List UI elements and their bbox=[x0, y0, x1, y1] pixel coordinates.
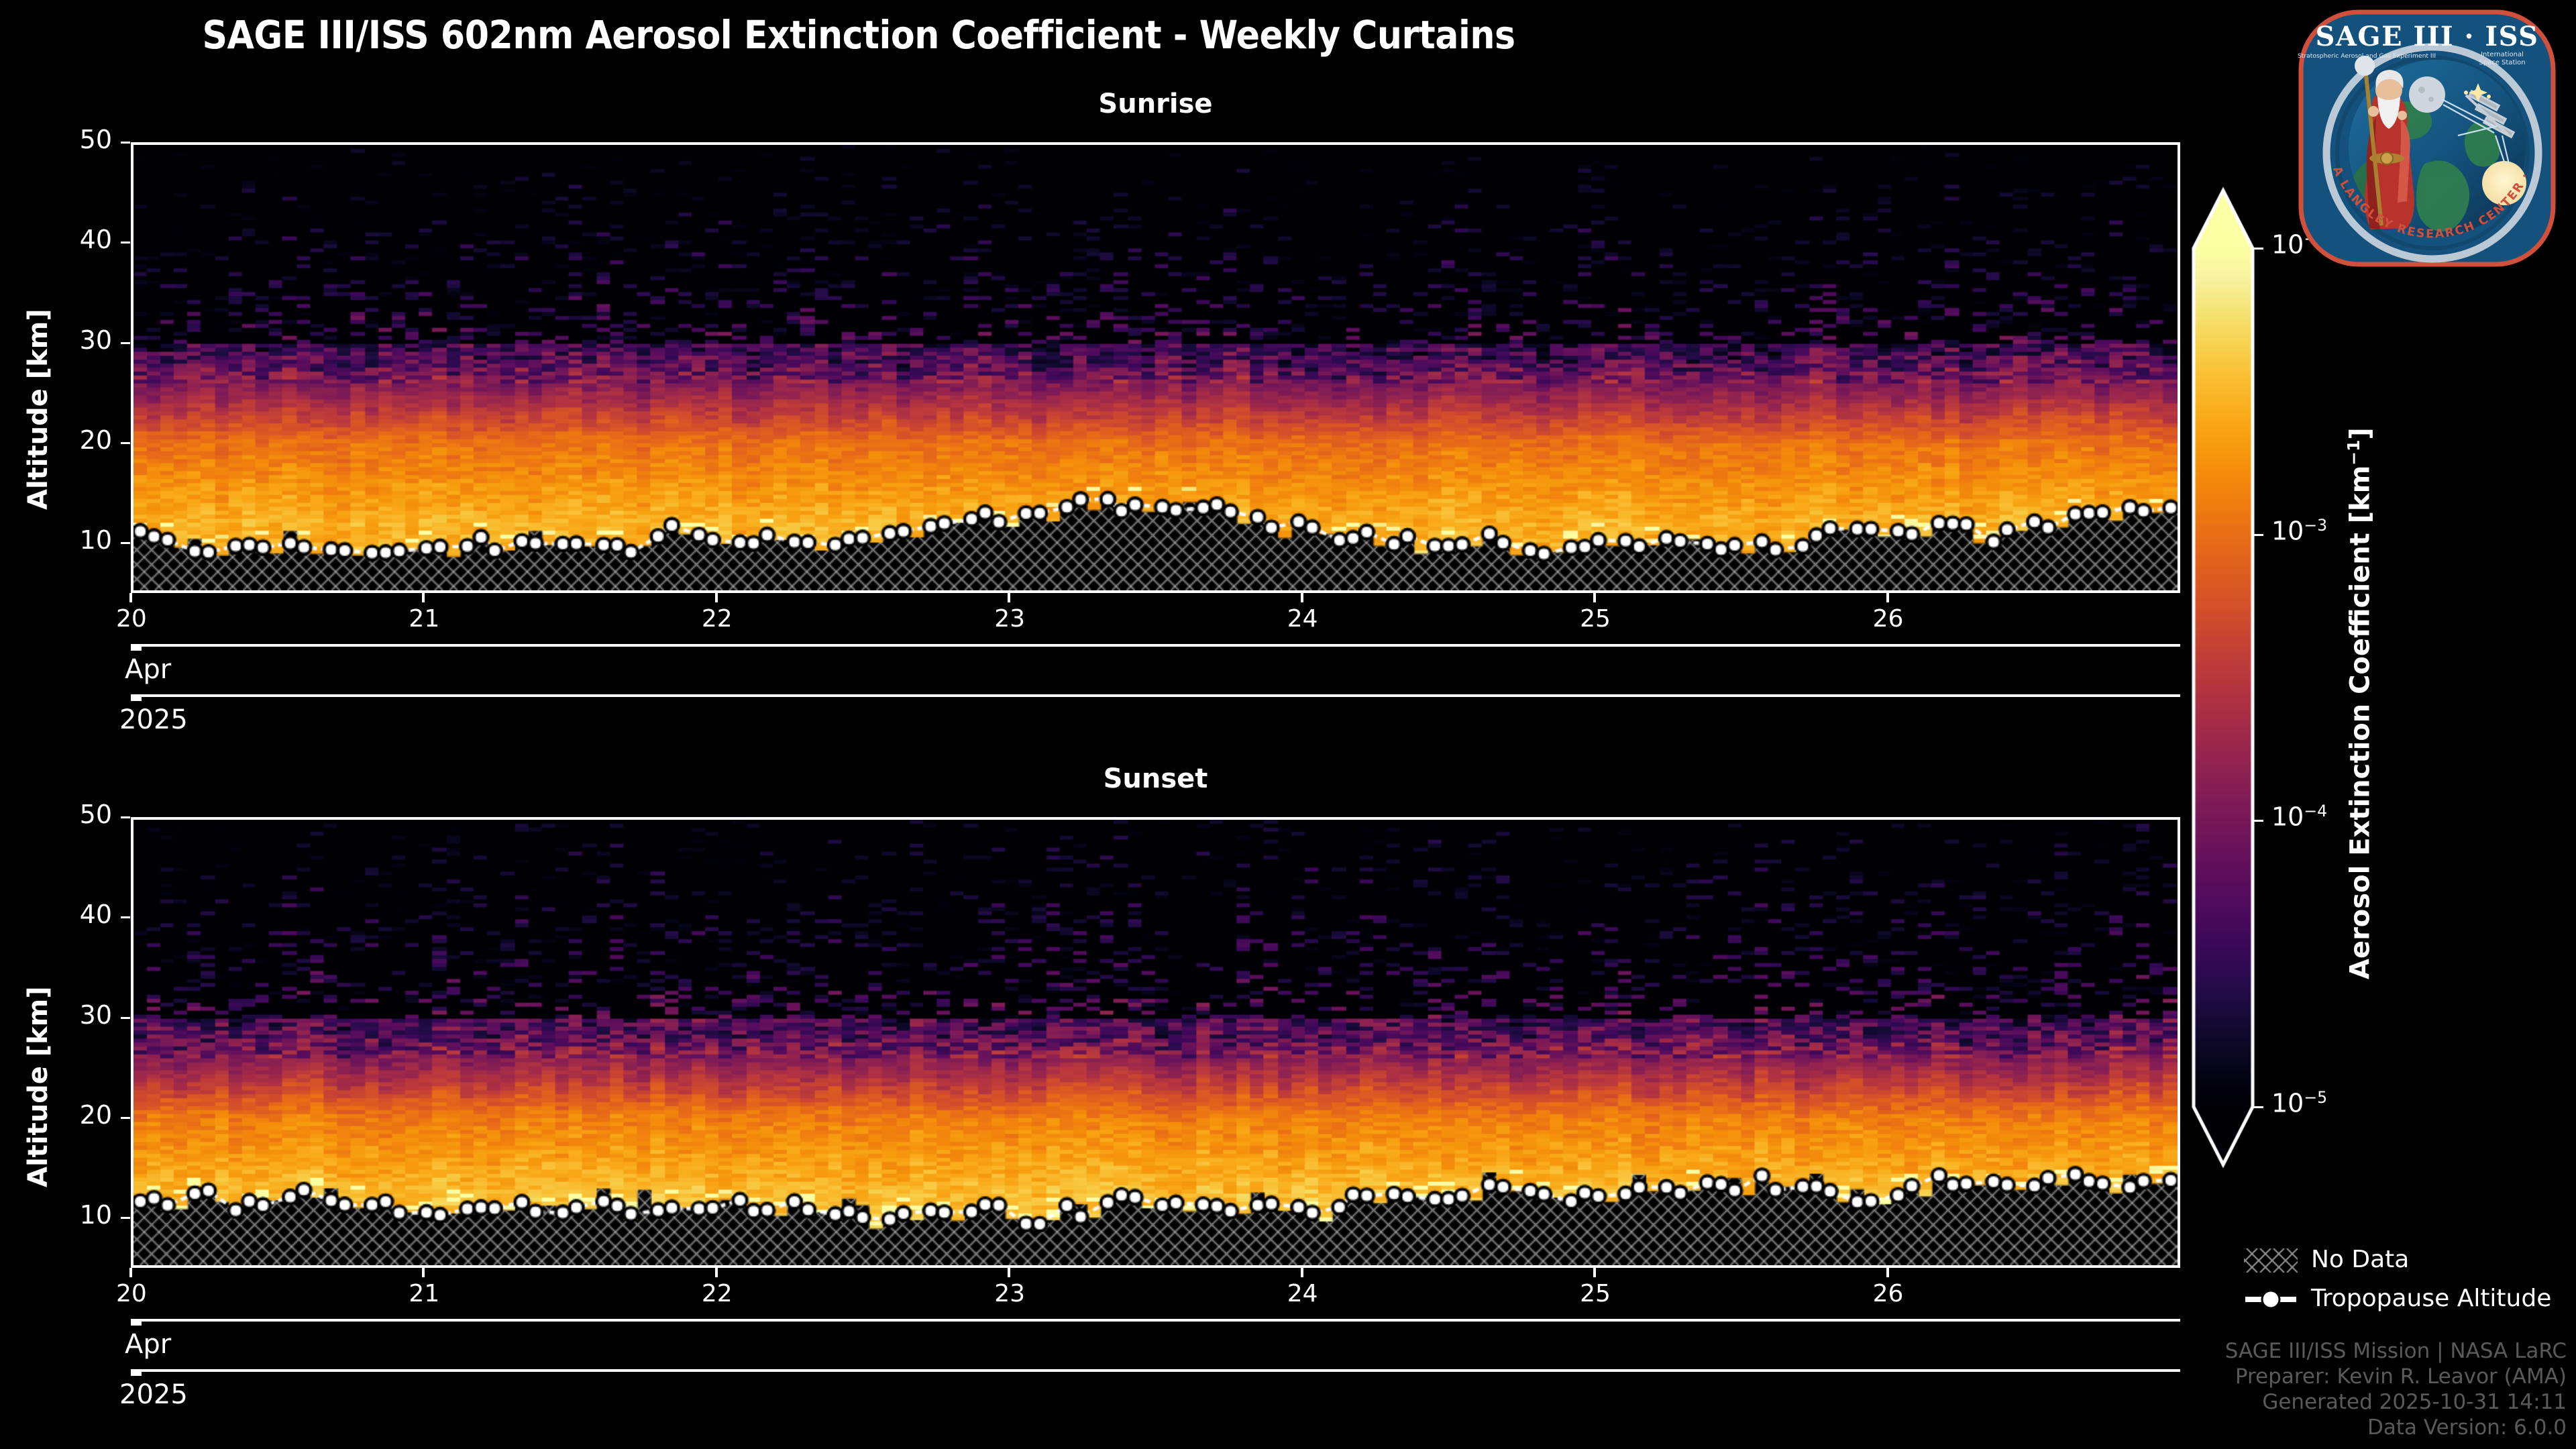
xtick-label: 24 bbox=[1287, 605, 1318, 633]
panel-sunrise-plot-area[interactable] bbox=[131, 142, 2180, 593]
xtick-mark bbox=[714, 593, 718, 602]
xtick-mark bbox=[1300, 593, 1303, 602]
panel-sunset-plot-area[interactable] bbox=[131, 817, 2180, 1268]
ytick-label: 40 bbox=[79, 900, 112, 930]
sunrise-heatmap-canvas bbox=[133, 145, 2178, 590]
colorbar-tick-label: 10−3 bbox=[2271, 515, 2328, 546]
xtick-label: 25 bbox=[1580, 1280, 1611, 1307]
colorbar-tick-mark bbox=[2253, 820, 2263, 822]
ytick-label: 30 bbox=[79, 1000, 112, 1030]
legend-label-no-data: No Data bbox=[2311, 1246, 2410, 1273]
credits-block: SAGE III/ISS Mission | NASA LaRC Prepare… bbox=[2225, 1338, 2567, 1440]
xtick-mark bbox=[714, 1268, 718, 1277]
credits-line-generated: Generated 2025-10-31 14:11 bbox=[2262, 1390, 2567, 1414]
xtick-label: 20 bbox=[116, 605, 147, 633]
sunrise-month-level-tick bbox=[131, 644, 142, 651]
logo-subtitle-right-2: Space Station bbox=[2479, 59, 2525, 66]
ytick-label: 20 bbox=[79, 1100, 112, 1130]
panel-sunset-title: Sunset bbox=[1103, 763, 1208, 794]
sunset-year-level-line bbox=[131, 1369, 2180, 1372]
ytick-label: 20 bbox=[79, 425, 112, 455]
sunrise-month-label: Apr bbox=[125, 654, 172, 685]
ytick-label: 40 bbox=[79, 225, 112, 255]
credits-line-preparer: Preparer: Kevin R. Leavor (AMA) bbox=[2235, 1364, 2567, 1389]
panel-sunrise-title: Sunrise bbox=[1098, 89, 1213, 119]
ytick-mark bbox=[121, 1217, 130, 1220]
sunrise-year-label: 2025 bbox=[119, 704, 188, 735]
legend: No Data Tropopause Altitude bbox=[2244, 1244, 2559, 1325]
credits-line-version: Data Version: 6.0.0 bbox=[2367, 1415, 2567, 1440]
xtick-mark bbox=[1886, 593, 1889, 602]
ytick-mark bbox=[121, 542, 130, 545]
sunrise-year-level-tick bbox=[131, 694, 142, 701]
sunset-month-label: Apr bbox=[125, 1329, 172, 1360]
xtick-label: 26 bbox=[1872, 1280, 1904, 1307]
ytick-label: 50 bbox=[79, 800, 112, 829]
ytick-mark bbox=[121, 442, 130, 444]
sunset-month-level-line bbox=[131, 1319, 2180, 1322]
ytick-mark bbox=[121, 142, 130, 144]
colorbar-tick-mark bbox=[2253, 533, 2263, 536]
colorbar-tick-label: 10−5 bbox=[2271, 1088, 2328, 1118]
ytick-label: 50 bbox=[79, 125, 112, 154]
logo-subtitle-right-1: International bbox=[2481, 51, 2524, 58]
xtick-label: 24 bbox=[1287, 1280, 1318, 1307]
colorbar-tick-label: 10−4 bbox=[2271, 802, 2328, 832]
xtick-label: 25 bbox=[1580, 605, 1611, 633]
ytick-mark bbox=[121, 916, 130, 919]
xtick-label: 23 bbox=[994, 605, 1026, 633]
xtick-label: 26 bbox=[1872, 605, 1904, 633]
colorbar-gradient bbox=[2188, 181, 2269, 1174]
colorbar-tick-mark bbox=[2253, 248, 2263, 250]
sage-iii-iss-logo: SAGE III · ISS Stratospheric Aerosol and… bbox=[2288, 0, 2561, 272]
xtick-label: 23 bbox=[994, 1280, 1026, 1307]
credits-line-mission: SAGE III/ISS Mission | NASA LaRC bbox=[2224, 1339, 2567, 1363]
xtick-mark bbox=[1593, 593, 1597, 602]
panel-sunrise: Sunrise Altitude [km] 10 20 30 40 50 20 21 22 2… bbox=[0, 80, 2214, 735]
xtick-label: 21 bbox=[409, 605, 440, 633]
xtick-mark bbox=[129, 593, 132, 602]
ytick-mark bbox=[121, 1016, 130, 1019]
colorbar[interactable]: 10−210−310−410−5 Aerosol Extinction Coef… bbox=[2188, 181, 2430, 1174]
xtick-label: 21 bbox=[409, 1280, 440, 1307]
sunrise-year-level-line bbox=[131, 694, 2180, 697]
xtick-mark bbox=[422, 593, 425, 602]
sunset-year-level-tick bbox=[131, 1369, 142, 1376]
ytick-mark bbox=[121, 341, 130, 344]
colorbar-tick-mark bbox=[2253, 1106, 2263, 1108]
xtick-label: 22 bbox=[701, 605, 733, 633]
logo-subtitle-left: Stratospheric Aerosol and Gas Experiment… bbox=[2298, 52, 2436, 60]
no-data-hatch-icon bbox=[2244, 1248, 2298, 1273]
xtick-mark bbox=[1008, 593, 1011, 602]
panel-sunset: Sunset Altitude [km] 10 20 30 40 50 20 21 22 23… bbox=[0, 758, 2214, 1410]
sunrise-month-level-line bbox=[131, 644, 2180, 647]
sunset-heatmap-canvas bbox=[133, 820, 2178, 1265]
page-title: SAGE III/ISS 602nm Aerosol Extinction Co… bbox=[202, 12, 1515, 58]
tropopause-marker-icon bbox=[2245, 1289, 2296, 1309]
ytick-mark bbox=[121, 241, 130, 244]
colorbar-axis-label: Aerosol Extinction Coefficient [km−1] bbox=[2344, 427, 2376, 979]
ytick-mark bbox=[121, 1117, 130, 1119]
xtick-mark bbox=[1886, 1268, 1889, 1277]
ytick-mark bbox=[121, 816, 130, 818]
sunset-year-label: 2025 bbox=[119, 1379, 188, 1410]
logo-title: SAGE III · ISS bbox=[2315, 21, 2538, 52]
ytick-label: 30 bbox=[79, 325, 112, 355]
xtick-mark bbox=[1008, 1268, 1011, 1277]
xtick-label: 22 bbox=[701, 1280, 733, 1307]
logo-svg: SAGE III · ISS Stratospheric Aerosol and… bbox=[2288, 0, 2556, 267]
xtick-mark bbox=[129, 1268, 132, 1277]
legend-label-tropopause: Tropopause Altitude bbox=[2311, 1285, 2552, 1312]
ytick-label: 10 bbox=[79, 525, 112, 555]
xtick-mark bbox=[422, 1268, 425, 1277]
xtick-label: 20 bbox=[116, 1280, 147, 1307]
sunset-month-level-tick bbox=[131, 1319, 142, 1326]
xtick-mark bbox=[1593, 1268, 1597, 1277]
xtick-mark bbox=[1300, 1268, 1303, 1277]
ytick-label: 10 bbox=[79, 1200, 112, 1230]
